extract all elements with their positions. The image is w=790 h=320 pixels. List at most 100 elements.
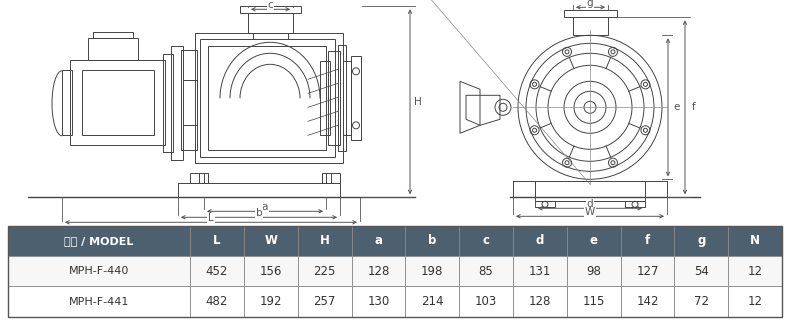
Bar [513, 286, 566, 317]
Bar [621, 286, 675, 317]
Bar [244, 226, 298, 256]
Bar [195, 33, 343, 163]
Bar [8, 256, 190, 286]
Bar [8, 226, 190, 256]
Bar [190, 256, 244, 286]
Text: 482: 482 [205, 295, 228, 308]
Text: 85: 85 [479, 265, 494, 278]
Bar [190, 173, 208, 183]
Bar [513, 226, 566, 256]
Bar [320, 61, 330, 135]
Text: a: a [374, 234, 382, 247]
Bar [248, 13, 293, 33]
Bar [88, 38, 138, 60]
Bar [566, 286, 621, 317]
Text: 12: 12 [747, 265, 762, 278]
Text: L: L [213, 234, 220, 247]
Text: 257: 257 [314, 295, 336, 308]
Bar [240, 6, 301, 13]
Bar [352, 286, 405, 317]
Bar [405, 256, 459, 286]
Bar [322, 173, 340, 183]
Bar [181, 50, 197, 150]
Text: 225: 225 [314, 265, 336, 278]
Bar [338, 45, 346, 151]
Text: c: c [483, 234, 490, 247]
Bar [675, 226, 728, 256]
Text: 130: 130 [367, 295, 389, 308]
Text: 128: 128 [529, 295, 551, 308]
Bar [728, 226, 782, 256]
Text: W: W [585, 207, 595, 217]
Bar [621, 256, 675, 286]
Text: e: e [589, 234, 598, 247]
Text: N: N [750, 234, 760, 247]
Text: b: b [256, 208, 262, 218]
Bar [343, 61, 351, 135]
Bar [728, 286, 782, 317]
Bar [70, 60, 165, 145]
Bar [675, 286, 728, 317]
Bar [190, 286, 244, 317]
Bar [298, 286, 352, 317]
Text: 214: 214 [421, 295, 443, 308]
Bar [352, 226, 405, 256]
Bar [298, 256, 352, 286]
Text: c: c [268, 0, 273, 10]
Text: f: f [692, 102, 696, 112]
Text: 198: 198 [421, 265, 443, 278]
Text: d: d [536, 234, 544, 247]
Bar [244, 256, 298, 286]
Text: 103: 103 [475, 295, 497, 308]
Bar [513, 256, 566, 286]
Text: H: H [414, 97, 422, 107]
Text: MPH-F-441: MPH-F-441 [69, 297, 130, 307]
Bar [535, 181, 645, 201]
Text: 127: 127 [636, 265, 659, 278]
Text: 452: 452 [205, 265, 228, 278]
Bar [573, 17, 608, 35]
Bar [328, 51, 340, 145]
Text: g: g [587, 0, 593, 8]
Bar [190, 226, 244, 256]
Bar [82, 70, 154, 135]
Bar [244, 286, 298, 317]
Bar [208, 46, 326, 150]
Bar [459, 286, 513, 317]
Text: g: g [698, 234, 705, 247]
Bar [298, 226, 352, 256]
Bar [178, 183, 340, 197]
Bar [566, 226, 621, 256]
Text: 131: 131 [529, 265, 551, 278]
Bar [163, 54, 173, 152]
Bar [625, 201, 645, 207]
Text: L: L [208, 213, 214, 223]
Text: 54: 54 [694, 265, 709, 278]
Text: b: b [428, 234, 436, 247]
Bar [535, 201, 555, 207]
Bar [351, 56, 361, 140]
Bar [459, 256, 513, 286]
Text: f: f [645, 234, 650, 247]
Text: 156: 156 [260, 265, 282, 278]
Bar [405, 286, 459, 317]
Bar [405, 226, 459, 256]
Text: 12: 12 [747, 295, 762, 308]
Bar [200, 39, 335, 157]
Bar [566, 256, 621, 286]
Bar [675, 256, 728, 286]
Bar [93, 32, 133, 38]
Text: 型式 / MODEL: 型式 / MODEL [64, 236, 134, 246]
Bar [352, 256, 405, 286]
Bar [171, 46, 183, 160]
Text: 98: 98 [586, 265, 601, 278]
Bar [728, 256, 782, 286]
Text: a: a [261, 202, 268, 212]
Bar [621, 226, 675, 256]
Bar [8, 286, 190, 317]
Text: W: W [265, 234, 277, 247]
Text: 115: 115 [582, 295, 605, 308]
Text: MPH-F-440: MPH-F-440 [69, 266, 130, 276]
Text: 128: 128 [367, 265, 389, 278]
Bar [564, 10, 617, 17]
